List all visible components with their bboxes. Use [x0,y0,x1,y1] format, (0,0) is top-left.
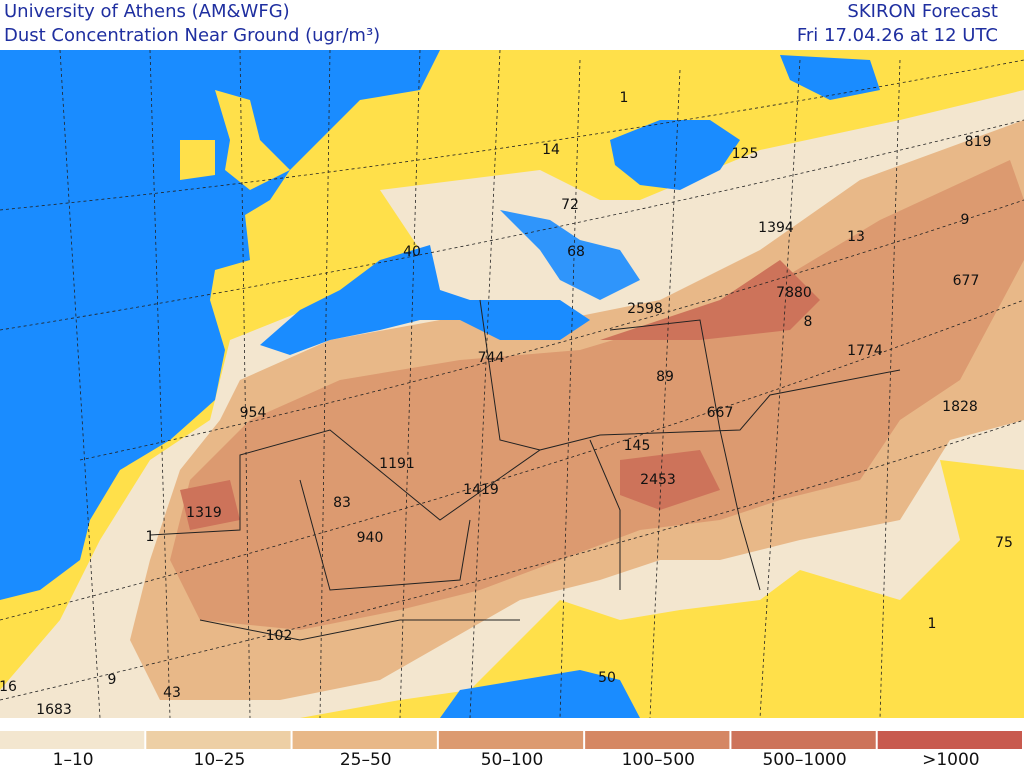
map-value-label: 68 [567,244,585,260]
sea [260,245,590,355]
map-value-label: 1774 [847,343,883,359]
map-value-label: 102 [266,628,293,644]
legend-swatch [585,731,730,749]
map-value-label: 40 [403,244,421,260]
sea [0,50,440,600]
map-value-label: 954 [240,405,267,421]
legend-label: 10–25 [194,750,246,768]
map-value-label: 9 [961,212,970,228]
map-value-label: 1 [620,90,629,106]
legend-label: 50–100 [481,750,544,768]
map-value-label: 125 [732,146,759,162]
map-value-label: 14 [542,142,560,158]
legend-swatch [146,731,291,749]
map-value-label: 50 [598,670,616,686]
border [149,299,901,641]
legend-label: >1000 [922,750,980,768]
map [0,49,1024,719]
header-line: Fri 17.04.26 at 12 UTC [797,25,998,46]
dust-area [600,260,820,340]
map-value-label: 1319 [186,505,222,521]
legend-swatch [731,731,876,749]
legend-swatch [0,731,145,749]
map-value-label: 145 [624,438,651,454]
map-value-label: 2598 [627,301,663,317]
legend-label: 100–500 [622,750,695,768]
map-value-label: 1 [146,529,155,545]
header-line: SKIRON Forecast [847,1,998,22]
sea [500,210,640,300]
map-value-label: 1419 [463,482,499,498]
map-value-label: 1683 [36,702,72,718]
map-value-label: 819 [965,134,992,150]
map-value-label: 8 [804,314,813,330]
map-value-label: 940 [357,530,384,546]
sea [440,670,640,718]
map-value-label: 677 [953,273,980,289]
map-value-label: 9 [108,672,117,688]
map-value-label: 43 [163,685,181,701]
legend-label: 1–10 [53,750,94,768]
map-value-label: 1828 [942,399,978,415]
map-value-label: 744 [478,350,505,366]
header-line: University of Athens (AM&WFG) [4,1,290,22]
land [215,90,290,190]
land [180,140,215,180]
map-value-label: 89 [656,369,674,385]
map-value-label: 75 [995,535,1013,551]
dust-area [170,160,1024,630]
map-value-label: 1394 [758,220,794,236]
map-value-label: 1191 [379,456,415,472]
map-value-label: 13 [847,229,865,245]
dust-area [180,480,240,530]
legend-swatch [877,731,1022,749]
legend-label: 500–1000 [762,750,846,768]
legend: 1–10 10–25 25–50 50–100 100–500 500–1000 >1000 [0,731,1022,768]
legend-label: 25–50 [340,750,392,768]
map-value-label: 2453 [640,472,676,488]
sea [610,120,740,190]
legend-swatch [438,731,584,749]
graticule [59,49,901,719]
map-value-label: 7880 [776,285,812,301]
map-value-label: 1 [928,616,937,632]
map-value-label: 72 [561,197,579,213]
map-value-label: 83 [333,495,351,511]
header-line: Dust Concentration Near Ground (ugr/m³) [4,25,380,46]
map-value-label: 667 [707,405,734,421]
legend-swatch [292,731,437,749]
map-value-label: 16 [0,679,17,695]
sea [780,55,880,100]
dust-area [620,450,720,510]
